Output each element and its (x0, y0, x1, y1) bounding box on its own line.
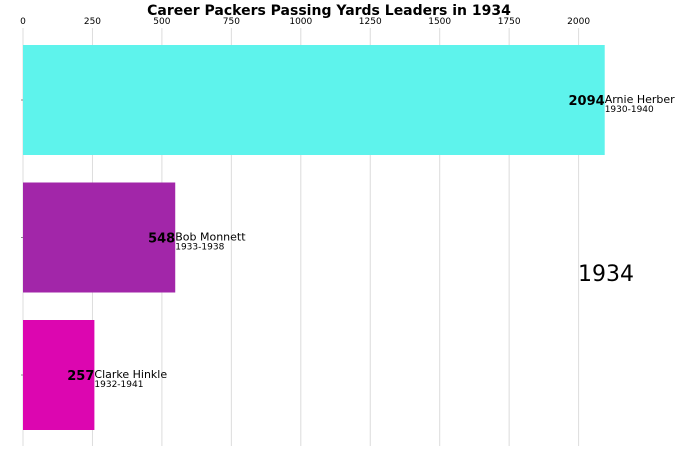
x-tick-label: 250 (84, 17, 101, 27)
bar-name-label: Arnie Herber (605, 93, 675, 106)
x-tick-label: 1250 (359, 17, 382, 27)
bar (23, 320, 95, 430)
chart-title: Career Packers Passing Yards Leaders in … (147, 3, 511, 19)
bar-years-label: 1933-1938 (175, 243, 224, 253)
x-tick-label: 1000 (289, 17, 312, 27)
bar-years-label: 1932-1941 (94, 380, 143, 390)
x-tick-label: 1500 (428, 17, 451, 27)
x-tick-label: 750 (223, 17, 240, 27)
bar (23, 182, 176, 293)
bar-value-label: 257 (67, 369, 94, 384)
x-tick-label: 500 (153, 17, 170, 27)
bar (23, 45, 605, 155)
bar-value-label: 2094 (569, 94, 605, 109)
bar-name-label: Bob Monnett (175, 231, 246, 244)
x-axis-ticks: 0 250 500 750 1000 1250 1500 1750 2000 (20, 17, 590, 27)
bar-value-label: 548 (148, 232, 175, 247)
year-annotation: 1934 (578, 262, 634, 287)
bar-name-label: Clarke Hinkle (94, 368, 167, 381)
x-tick-label: 0 (20, 17, 26, 27)
x-tick-label: 2000 (567, 17, 590, 27)
bar-years-label: 1930-1940 (605, 105, 654, 115)
x-tick-label: 1750 (498, 17, 521, 27)
